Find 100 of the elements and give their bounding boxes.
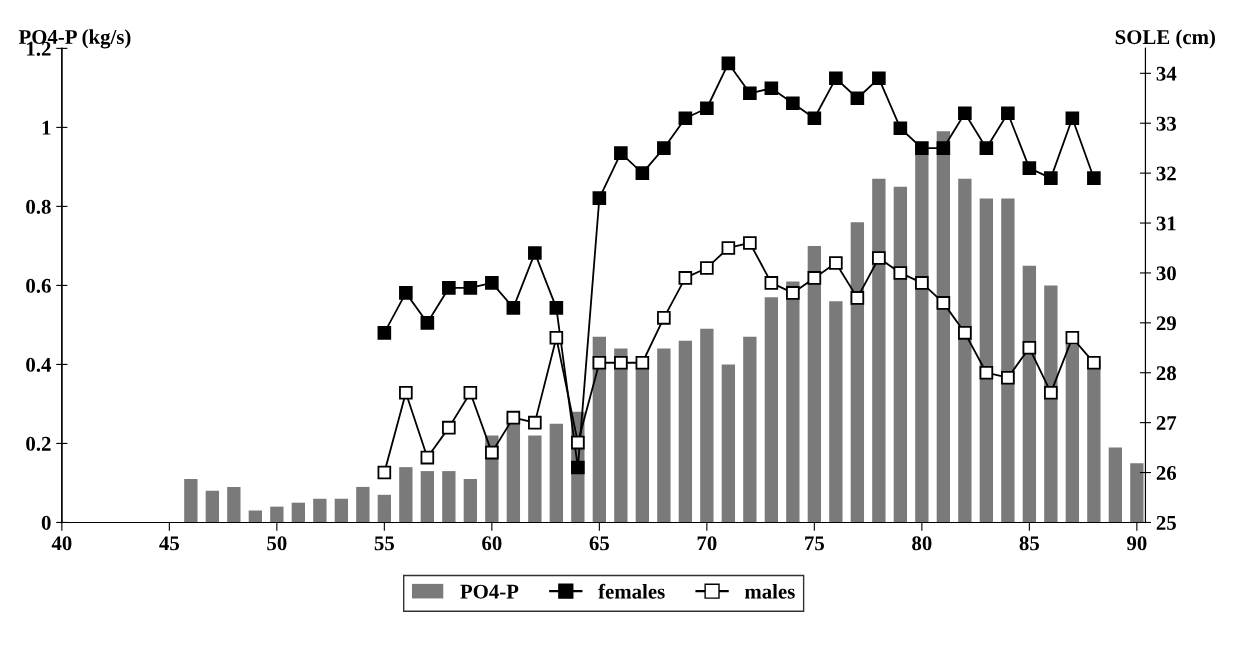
point (1022, 161, 1037, 175)
point (571, 460, 585, 475)
point (549, 301, 564, 315)
point (936, 296, 951, 310)
x-tick-label: 85 (1019, 536, 1040, 551)
y-tick-label: 0.4 (26, 357, 52, 372)
bar (184, 478, 198, 523)
point (764, 276, 779, 290)
bar (807, 245, 822, 523)
bar (334, 498, 349, 523)
point (979, 141, 994, 155)
point (700, 261, 714, 275)
x-tick-label: 40 (51, 536, 72, 551)
point (635, 166, 650, 180)
bar (1044, 285, 1058, 523)
bar (872, 178, 886, 523)
point (442, 420, 456, 435)
point (657, 141, 671, 155)
point (1065, 111, 1080, 126)
point (786, 286, 800, 300)
point (463, 385, 478, 400)
bar (399, 467, 413, 523)
point (592, 355, 607, 370)
bar (205, 490, 220, 523)
point (850, 291, 865, 305)
point (420, 450, 435, 465)
y2-tick-label: 25 (1156, 515, 1176, 530)
y2-tick-label: 29 (1156, 316, 1176, 331)
bar (528, 435, 542, 523)
bar (936, 131, 951, 523)
bar (1130, 463, 1144, 523)
x-tick-label: 70 (697, 536, 717, 551)
point (829, 256, 843, 270)
y2-tick-label: 31 (1156, 216, 1176, 231)
point (442, 281, 456, 295)
bar (893, 186, 908, 523)
bar (614, 348, 628, 523)
x-tick-label: 45 (159, 536, 180, 551)
bar (979, 198, 994, 523)
point (786, 96, 800, 111)
point (807, 111, 822, 126)
point (915, 276, 929, 290)
y2-tick-label: 34 (1156, 66, 1177, 81)
point (743, 86, 757, 101)
point (678, 111, 693, 126)
point (1001, 370, 1015, 385)
point (743, 236, 757, 250)
point (528, 246, 542, 260)
point (463, 281, 478, 295)
bar (270, 506, 284, 523)
x-tick-label: 60 (482, 536, 502, 551)
y2-tick-label: 32 (1156, 166, 1176, 181)
point (528, 415, 542, 430)
bar (463, 478, 478, 523)
bar (248, 510, 263, 523)
bar (313, 498, 327, 523)
point (979, 365, 994, 380)
y2-tick-label: 30 (1156, 266, 1176, 281)
x-tick-label: 75 (805, 536, 825, 551)
x-tick-label: 65 (589, 536, 610, 551)
bar (786, 281, 800, 523)
point (936, 141, 951, 155)
point (1087, 171, 1101, 185)
point (958, 326, 972, 340)
x-tick-label: 90 (1127, 536, 1147, 551)
point (678, 271, 693, 285)
point (721, 241, 736, 255)
point (850, 91, 865, 106)
point (377, 326, 392, 340)
point (872, 251, 886, 265)
point (893, 121, 908, 136)
point (915, 141, 929, 155)
bar (377, 494, 392, 523)
point (635, 355, 650, 370)
point (399, 385, 413, 400)
bar (721, 364, 736, 523)
point (485, 276, 499, 290)
x-tick-label: 80 (912, 536, 932, 551)
point (657, 311, 671, 325)
legend-label: males (744, 583, 795, 599)
bar (549, 423, 564, 523)
bar (291, 502, 306, 523)
point (592, 191, 607, 205)
point (485, 445, 499, 460)
point (700, 101, 714, 116)
bar (657, 348, 671, 523)
bar (227, 486, 241, 523)
x-tick-label: 55 (374, 536, 395, 551)
bar (829, 301, 843, 523)
point (893, 266, 908, 280)
bar (442, 471, 456, 523)
y2-axis-title: SOLE (cm) (1115, 29, 1215, 49)
point (829, 71, 843, 86)
x-tick-label: 50 (267, 536, 287, 551)
bar (420, 471, 435, 523)
legend-label: females (598, 583, 665, 599)
point (807, 271, 822, 285)
y-tick-label: 1 (42, 120, 51, 135)
point (506, 410, 521, 425)
point (1044, 171, 1058, 185)
